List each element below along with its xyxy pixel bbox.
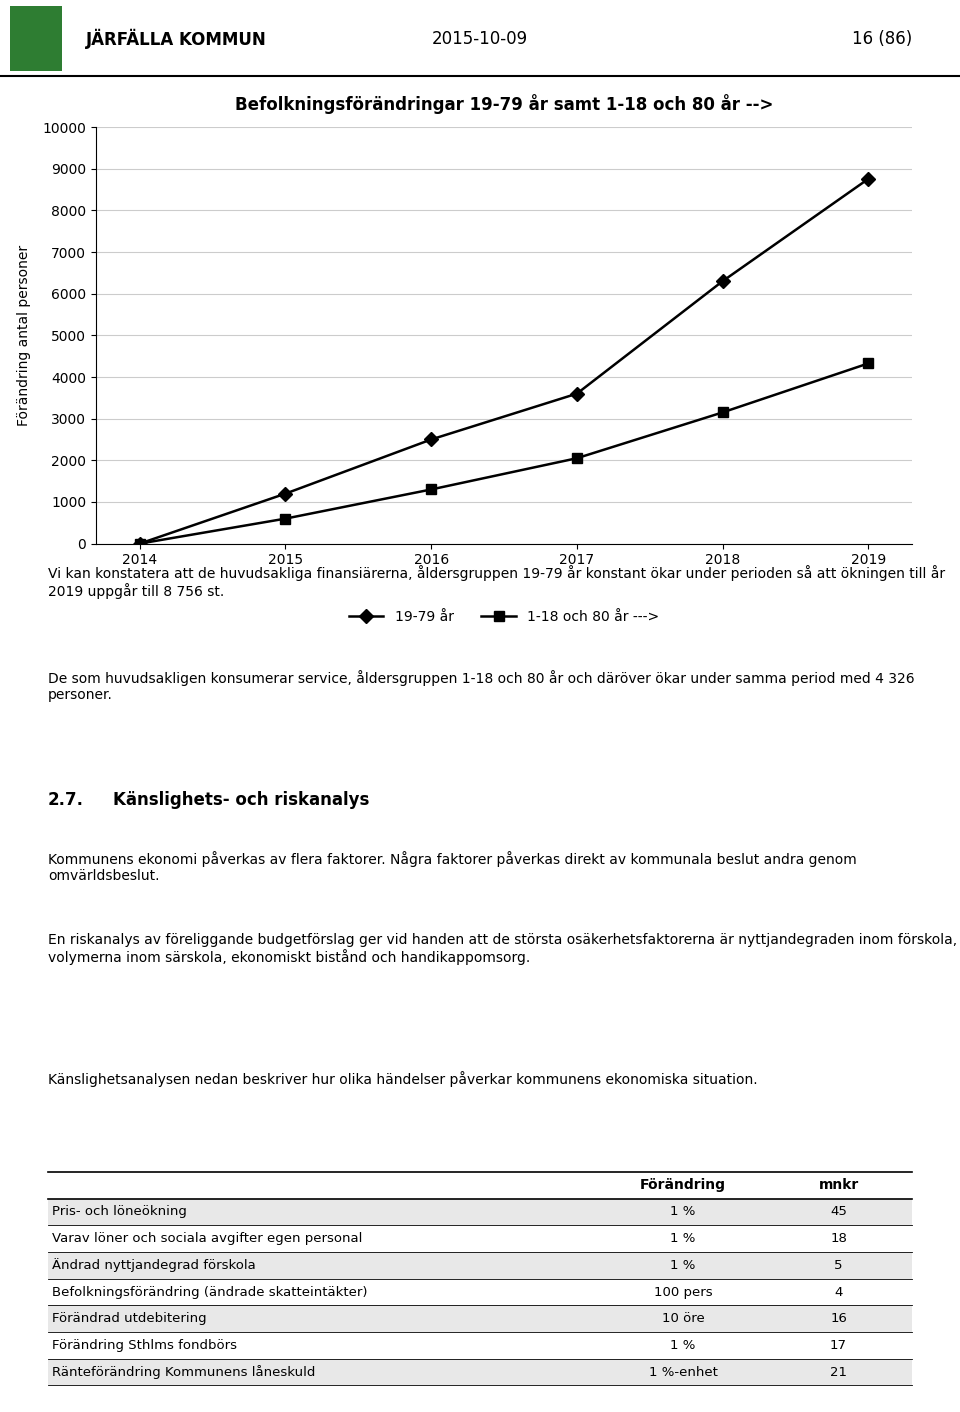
Text: Förändrad utdebitering: Förändrad utdebitering bbox=[52, 1312, 207, 1326]
Y-axis label: Förändring antal personer: Förändring antal personer bbox=[17, 244, 32, 426]
Text: Ränteförändring Kommunens låneskuld: Ränteförändring Kommunens låneskuld bbox=[52, 1365, 316, 1380]
Text: 2.7.: 2.7. bbox=[48, 791, 84, 809]
19-79 år bbox=[862, 171, 874, 188]
Text: 2015-10-09: 2015-10-09 bbox=[432, 30, 528, 48]
Text: 100 pers: 100 pers bbox=[654, 1285, 712, 1299]
Text: Förändring: Förändring bbox=[640, 1178, 726, 1192]
Text: 5: 5 bbox=[834, 1260, 843, 1272]
Text: 18: 18 bbox=[830, 1233, 847, 1245]
19-79 år bbox=[279, 486, 291, 503]
19-79 år bbox=[425, 431, 437, 448]
Bar bbox=[48, 1199, 912, 1226]
1-18 och 80 år ---> bbox=[862, 354, 874, 371]
Text: De som huvudsakligen konsumerar service, åldersgruppen 1-18 och 80 år och däröve: De som huvudsakligen konsumerar service,… bbox=[48, 669, 915, 702]
Legend: 19-79 år, 1-18 och 80 år --->: 19-79 år, 1-18 och 80 år ---> bbox=[343, 604, 665, 630]
1-18 och 80 år ---> bbox=[279, 510, 291, 527]
Text: 1 %: 1 % bbox=[670, 1260, 696, 1272]
Text: JÄRFÄLLA KOMMUN: JÄRFÄLLA KOMMUN bbox=[86, 28, 267, 49]
Text: 21: 21 bbox=[830, 1365, 847, 1378]
Bar bbox=[48, 1306, 912, 1332]
Text: Känslighetsanalysen nedan beskriver hur olika händelser påverkar kommunens ekono: Känslighetsanalysen nedan beskriver hur … bbox=[48, 1072, 757, 1087]
Text: mnkr: mnkr bbox=[819, 1178, 858, 1192]
Text: 1 %: 1 % bbox=[670, 1233, 696, 1245]
Title: Befolkningsförändringar 19-79 år samt 1-18 och 80 år -->: Befolkningsförändringar 19-79 år samt 1-… bbox=[235, 95, 773, 114]
Text: 1 %: 1 % bbox=[670, 1339, 696, 1351]
Text: Varav löner och sociala avgifter egen personal: Varav löner och sociala avgifter egen pe… bbox=[52, 1233, 363, 1245]
Text: 1 %-enhet: 1 %-enhet bbox=[649, 1365, 717, 1378]
1-18 och 80 år ---> bbox=[134, 535, 146, 552]
Line: 1-18 och 80 år --->: 1-18 och 80 år ---> bbox=[134, 359, 874, 548]
Text: Känslighets- och riskanalys: Känslighets- och riskanalys bbox=[113, 791, 370, 809]
Text: 4: 4 bbox=[834, 1285, 843, 1299]
Text: Förändring Sthlms fondbörs: Förändring Sthlms fondbörs bbox=[52, 1339, 237, 1351]
19-79 år bbox=[571, 385, 583, 402]
Text: Pris- och löneökning: Pris- och löneökning bbox=[52, 1206, 187, 1219]
Line: 19-79 år: 19-79 år bbox=[134, 174, 874, 548]
Bar bbox=[48, 1358, 912, 1385]
Text: 10 öre: 10 öre bbox=[661, 1312, 705, 1326]
Text: 16 (86): 16 (86) bbox=[852, 30, 912, 48]
19-79 år bbox=[134, 535, 146, 552]
Text: 1 %: 1 % bbox=[670, 1206, 696, 1219]
Bar bbox=[48, 1226, 912, 1252]
Text: 45: 45 bbox=[830, 1206, 847, 1219]
Text: 16: 16 bbox=[830, 1312, 847, 1326]
Bar bbox=[48, 1332, 912, 1358]
1-18 och 80 år ---> bbox=[717, 404, 729, 421]
Text: 17: 17 bbox=[830, 1339, 847, 1351]
Text: En riskanalys av föreliggande budgetförslag ger vid handen att de största osäker: En riskanalys av föreliggande budgetförs… bbox=[48, 933, 957, 966]
19-79 år bbox=[717, 273, 729, 289]
Bar bbox=[48, 1252, 912, 1279]
Text: Ändrad nyttjandegrad förskola: Ändrad nyttjandegrad förskola bbox=[52, 1258, 256, 1272]
Text: Befolkningsförändring (ändrade skatteintäkter): Befolkningsförändring (ändrade skatteint… bbox=[52, 1285, 368, 1299]
Text: Vi kan konstatera att de huvudsakliga finansiärerna, åldersgruppen 19-79 år kons: Vi kan konstatera att de huvudsakliga fi… bbox=[48, 565, 946, 599]
Text: Kommunens ekonomi påverkas av flera faktorer. Några faktorer påverkas direkt av : Kommunens ekonomi påverkas av flera fakt… bbox=[48, 850, 856, 882]
Bar bbox=[48, 1279, 912, 1306]
1-18 och 80 år ---> bbox=[425, 481, 437, 498]
Bar bbox=[10, 6, 62, 72]
1-18 och 80 år ---> bbox=[571, 450, 583, 467]
